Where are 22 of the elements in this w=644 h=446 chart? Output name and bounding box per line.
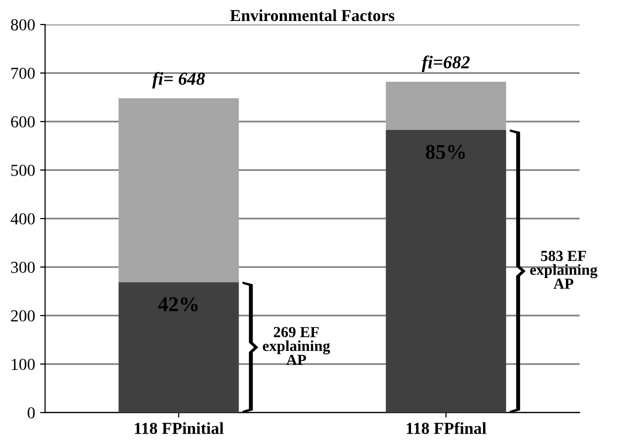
y-tick-label: 300 <box>11 262 35 273</box>
y-tick-label: 100 <box>12 358 35 370</box>
annotation: fi= 648 <box>152 72 205 89</box>
annotation: 269 EF explaining AP <box>262 326 330 365</box>
bar <box>118 282 239 413</box>
y-tick-label: 700 <box>11 68 35 79</box>
y-tick-label: 800 <box>10 19 35 30</box>
annotation: fi=682 <box>422 56 470 72</box>
y-tick-label: 0 <box>28 407 35 418</box>
bar <box>386 82 506 130</box>
annotation: 42% <box>158 297 198 312</box>
annotation: 85% <box>426 144 465 160</box>
bar <box>386 130 506 413</box>
chart-title: Environmental Factors <box>230 9 394 22</box>
y-tick-label: 600 <box>11 116 35 128</box>
y-tick-label: 400 <box>10 213 35 224</box>
y-tick-label: 500 <box>11 164 35 176</box>
x-tick-label: 118 FPfinal <box>406 422 486 434</box>
x-tick-label: 118 FPinitial <box>134 422 224 434</box>
annotation: 583 EF explaining AP <box>530 250 598 289</box>
bar <box>118 98 239 282</box>
y-tick-label: 200 <box>11 310 35 322</box>
